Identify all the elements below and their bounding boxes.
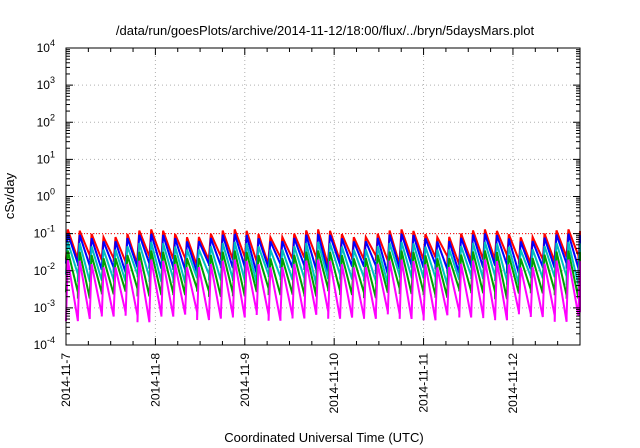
series-lines: [65, 229, 581, 323]
chart-title: /data/run/goesPlots/archive/2014-11-12/1…: [116, 23, 535, 38]
x-axis-label: Coordinated Universal Time (UTC): [224, 430, 423, 445]
y-tick-label: 10-1: [34, 224, 55, 241]
x-axis: 2014-11-7 2014-11-8 2014-11-9 2014-11-10 201…: [59, 48, 559, 414]
y-tick-label: 10-4: [34, 335, 55, 352]
y-tick-label: 10-3: [34, 298, 55, 315]
y-tick-label: 10-2: [34, 261, 55, 278]
x-tick-label: 2014-11-11: [417, 353, 431, 413]
y-tick-label: 100: [37, 187, 55, 204]
y-tick-label: 101: [37, 149, 55, 166]
x-tick-label: 2014-11-9: [238, 353, 252, 407]
y-tick-label: 102: [37, 112, 55, 129]
y-tick-label: 103: [37, 75, 55, 92]
x-tick-label: 2014-11-8: [148, 353, 162, 407]
y-axis-label: cSv/day: [2, 172, 17, 219]
x-tick-label: 2014-11-12: [506, 353, 520, 414]
x-tick-label: 2014-11-7: [59, 353, 73, 407]
y-axis: 10-4 10-3 10-2 10-1 100 101 102 103 104: [34, 38, 580, 352]
x-tick-label: 2014-11-10: [327, 353, 341, 414]
y-tick-label: 104: [37, 38, 55, 55]
series-line-5: [65, 259, 581, 323]
